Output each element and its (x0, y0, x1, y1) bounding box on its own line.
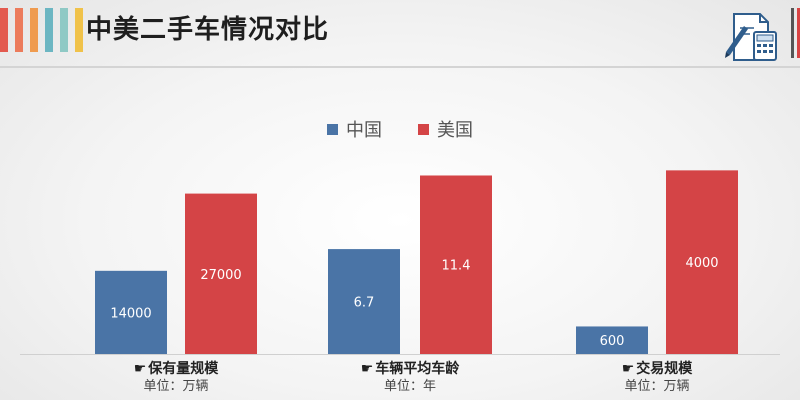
bar-vehicle-age-usa (420, 175, 492, 354)
category-unit-transactions: 单位：万辆 (624, 379, 690, 394)
decorative-stripes (0, 8, 90, 52)
data-label-vehicle-age-china: 6.7 (354, 296, 375, 311)
header-divider (0, 66, 800, 68)
data-label-vehicle-age-usa: 11.4 (442, 259, 471, 274)
legend-item-china: 中国 (327, 116, 382, 142)
stripe-3 (30, 8, 38, 52)
document-calculator-pen-icon (725, 13, 777, 61)
hand-pointing-icon: ☛ (621, 361, 635, 377)
stripe-2 (15, 8, 23, 52)
stripe-6 (75, 8, 83, 52)
legend-item-usa: 美国 (418, 116, 473, 142)
bar-holdings-usa (185, 193, 257, 354)
category-group-vehicle-age: ☛ 车辆平均车龄 单位：年 (310, 360, 510, 396)
hand-pointing-icon: ☛ (133, 361, 147, 377)
category-unit-holdings: 单位：万辆 (143, 379, 209, 394)
page-title: 中美二手车情况对比 (86, 15, 330, 45)
category-group-transactions: ☛ 交易规模 单位：万辆 (557, 360, 757, 396)
category-group-holdings: ☛ 保有量规模 单位：万辆 (76, 360, 276, 396)
category-unit-vehicle-age: 单位：年 (383, 379, 436, 394)
category-label-holdings: 保有量规模 (148, 361, 219, 377)
bar-holdings-china (95, 270, 167, 354)
category-label-transactions: 交易规模 (636, 361, 693, 377)
data-label-holdings-china: 14000 (110, 306, 151, 321)
right-accent-bar-red (797, 8, 800, 58)
bar-transactions-usa (666, 170, 738, 354)
category-label-vehicle-age: 车辆平均车龄 (375, 361, 460, 377)
right-accent-bar-gray (791, 8, 794, 58)
legend-label-china: 中国 (346, 120, 382, 141)
stripe-1 (0, 8, 8, 52)
legend-swatch-china (327, 123, 338, 135)
bar-vehicle-age-china (328, 249, 400, 354)
data-label-holdings-usa: 27000 (200, 268, 241, 283)
stripe-5 (60, 8, 68, 52)
hand-pointing-icon: ☛ (360, 361, 374, 377)
bar-transactions-china (576, 326, 648, 354)
chart-legend: 中国 美国 (0, 116, 800, 142)
data-label-transactions-china: 600 (600, 334, 625, 349)
legend-label-usa: 美国 (437, 120, 473, 141)
legend-swatch-usa (418, 123, 429, 135)
data-label-transactions-usa: 4000 (685, 256, 718, 271)
stripe-4 (45, 8, 53, 52)
